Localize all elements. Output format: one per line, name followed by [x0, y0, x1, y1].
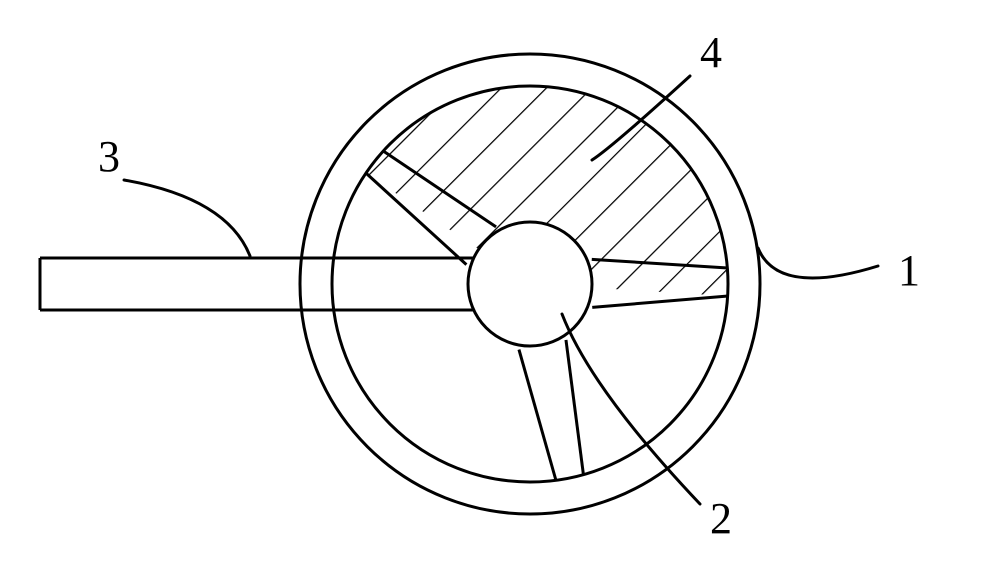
label-1: 1: [898, 245, 920, 296]
label-3: 3: [98, 131, 120, 182]
arm-shaft: [40, 258, 488, 310]
label-4: 4: [700, 27, 722, 78]
label-2: 2: [710, 493, 732, 544]
ducted-fan-diagram: [0, 0, 1000, 568]
hub-circle: [468, 222, 592, 346]
